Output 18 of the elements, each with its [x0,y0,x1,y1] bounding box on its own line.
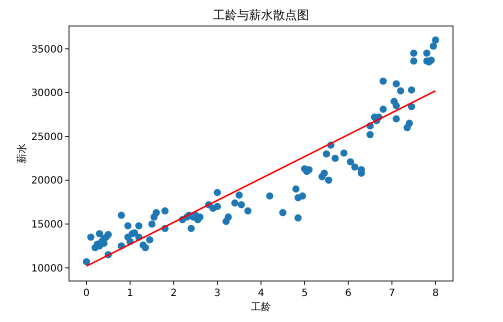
x-tick-label: 7 [388,288,396,299]
y-tick-label: 20000 [31,176,63,187]
x-tick-label: 2 [170,288,177,299]
y-axis-title: 薪水 [16,144,28,164]
x-tick-label: 5 [301,288,308,299]
y-tick-label: 10000 [31,263,63,274]
x-tick-label: 1 [126,288,134,299]
y-tick-label: 30000 [31,88,63,100]
x-tick-label: 0 [83,288,90,299]
x-tick-label: 6 [345,288,352,299]
x-axis-title: 工龄 [251,301,271,313]
chart-title: 工龄与薪水散点图 [213,8,309,22]
y-tick-label: 25000 [31,132,63,143]
y-tick-label: 15000 [31,220,63,231]
y-tick-label: 35000 [31,44,63,56]
x-tick-label: 8 [432,288,439,299]
x-tick-label: 4 [258,288,264,299]
x-tick-label: 3 [214,288,221,299]
